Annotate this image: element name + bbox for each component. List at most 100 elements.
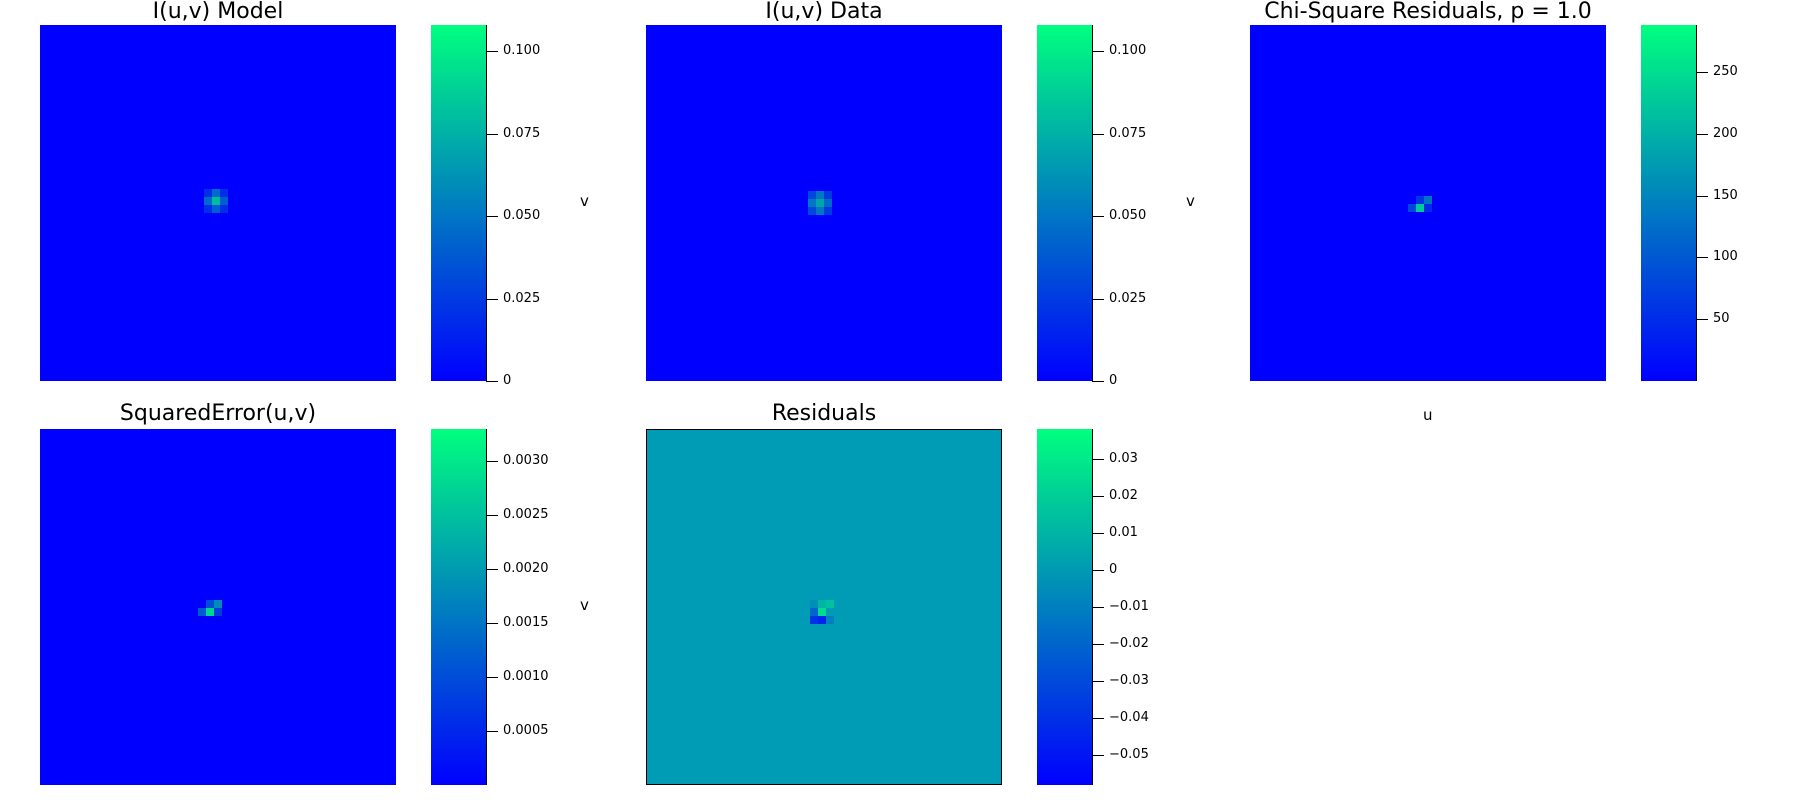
panel-title-sqerr: SquaredError(u,v) (119, 401, 317, 426)
heatmap-cell (810, 608, 818, 616)
heatmap-cell (206, 600, 214, 608)
axis-label-v-3: v (580, 596, 589, 614)
heatmap-residuals (646, 429, 1002, 785)
colorbar-tick-label: 0.01 (1109, 525, 1138, 540)
colorbar-tick (1092, 51, 1104, 52)
colorbar-gradient (431, 429, 486, 785)
colorbar-tick-label: 200 (1713, 126, 1738, 141)
colorbar-tick (1696, 72, 1708, 73)
heatmap-cell (826, 600, 834, 608)
heatmap-cell (824, 199, 832, 207)
colorbar-spine (1696, 25, 1697, 381)
heatmap-cell (816, 191, 824, 199)
panel-title-chi: Chi-Square Residuals, p = 1.0 (1264, 0, 1592, 24)
heatmap-cell (816, 207, 824, 215)
heatmap-cell (818, 616, 826, 624)
heatmap-cell (198, 608, 206, 616)
colorbar-residuals: 0.03 0.02 0.01 0 −0.01 −0.02 −0.03 −0.04 −0.05 (1037, 429, 1149, 785)
colorbar-tick-label: −0.05 (1109, 747, 1149, 762)
heatmap-cell (204, 189, 212, 197)
colorbar-tick (486, 515, 498, 516)
panel-title-residuals: Residuals (771, 401, 877, 426)
heatmap-cell (818, 600, 826, 608)
colorbar-tick-label: 0.025 (1109, 291, 1147, 306)
colorbar-model: 0.100 0.075 0.050 0.025 0 (431, 25, 540, 388)
heatmap-squared-error (40, 429, 396, 785)
colorbar-tick-label: 0 (503, 373, 512, 388)
heatmap-cell (1424, 204, 1432, 212)
colorbar-tick-label: 150 (1713, 188, 1738, 203)
colorbar-tick-label: 0.0025 (503, 507, 549, 522)
heatmap-cell (808, 191, 816, 199)
axis-label-u: u (1423, 406, 1433, 424)
colorbar-tick-label: 0.0020 (503, 561, 549, 576)
colorbar-tick-label: 0.02 (1109, 488, 1138, 503)
colorbar-tick (1696, 319, 1708, 320)
colorbar-tick (486, 216, 498, 217)
colorbar-tick-label: 0.0005 (503, 723, 549, 738)
colorbar-tick (1092, 755, 1104, 756)
colorbar-tick (1696, 196, 1708, 197)
colorbar-tick-label: 250 (1713, 64, 1738, 79)
heatmap-cell (826, 616, 834, 624)
panel-title-model: I(u,v) Model (152, 0, 284, 24)
colorbar-chi-square: 250 200 150 100 50 (1641, 25, 1738, 381)
colorbar-gradient (1641, 25, 1696, 381)
colorbar-tick-label: 0.100 (1109, 43, 1147, 58)
heatmap-chi-square (1250, 25, 1606, 381)
heatmap-cell (816, 199, 824, 207)
heatmap-cell (1416, 196, 1424, 204)
colorbar-tick-label: 0.075 (1109, 126, 1147, 141)
axis-label-v-2: v (1186, 192, 1195, 210)
colorbar-tick (1696, 257, 1708, 258)
heatmap-cell (204, 197, 212, 205)
colorbar-tick (1092, 216, 1104, 217)
colorbar-tick (486, 731, 498, 732)
colorbar-tick (486, 623, 498, 624)
heatmap-cell (212, 189, 220, 197)
heatmap-cell (204, 205, 212, 213)
heatmap-cell (214, 600, 222, 608)
colorbar-tick-label: 0.050 (1109, 208, 1147, 223)
colorbar-spine (486, 25, 487, 381)
heatmap-model (40, 25, 396, 381)
heatmap-cell (1416, 204, 1424, 212)
colorbar-tick-label: −0.04 (1109, 710, 1149, 725)
axis-label-v-1: v (580, 192, 589, 210)
heatmap-cell (212, 197, 220, 205)
colorbar-tick-label: 0.075 (503, 126, 541, 141)
colorbar-tick (486, 461, 498, 462)
heatmap-cell (808, 207, 816, 215)
colorbar-tick (1092, 607, 1104, 608)
colorbar-tick-label: 0.03 (1109, 451, 1138, 466)
colorbar-tick (1092, 718, 1104, 719)
heatmap-data (646, 25, 1002, 381)
colorbar-tick-label: 50 (1713, 311, 1730, 326)
heatmap-cell (1408, 204, 1416, 212)
colorbar-gradient (1037, 25, 1092, 381)
colorbar-tick (486, 569, 498, 570)
colorbar-tick-label: 0.0030 (503, 453, 549, 468)
colorbar-tick (1092, 644, 1104, 645)
colorbar-tick-label: 0 (1109, 562, 1118, 577)
heatmap-cell (810, 616, 818, 624)
heatmap-cell (220, 189, 228, 197)
colorbar-spine (1092, 25, 1093, 381)
colorbar-tick-label: −0.01 (1109, 599, 1149, 614)
heatmap-cell (818, 608, 826, 616)
colorbar-spine (486, 429, 487, 785)
colorbar-tick (486, 51, 498, 52)
heatmap-cell (212, 205, 220, 213)
colorbar-tick (486, 677, 498, 678)
heatmap-cell (824, 207, 832, 215)
colorbar-tick-label: 100 (1713, 249, 1738, 264)
colorbar-tick (1092, 459, 1104, 460)
colorbar-tick-label: −0.02 (1109, 636, 1149, 651)
colorbar-tick (1092, 381, 1104, 382)
heatmap-cell (220, 197, 228, 205)
colorbar-tick-label: 0.0015 (503, 615, 549, 630)
panel-title-data: I(u,v) Data (765, 0, 883, 24)
heatmap-cell (1424, 196, 1432, 204)
heatmap-cell (810, 600, 818, 608)
colorbar-squared-error: 0.0030 0.0025 0.0020 0.0015 0.0010 0.0005 (431, 429, 549, 785)
